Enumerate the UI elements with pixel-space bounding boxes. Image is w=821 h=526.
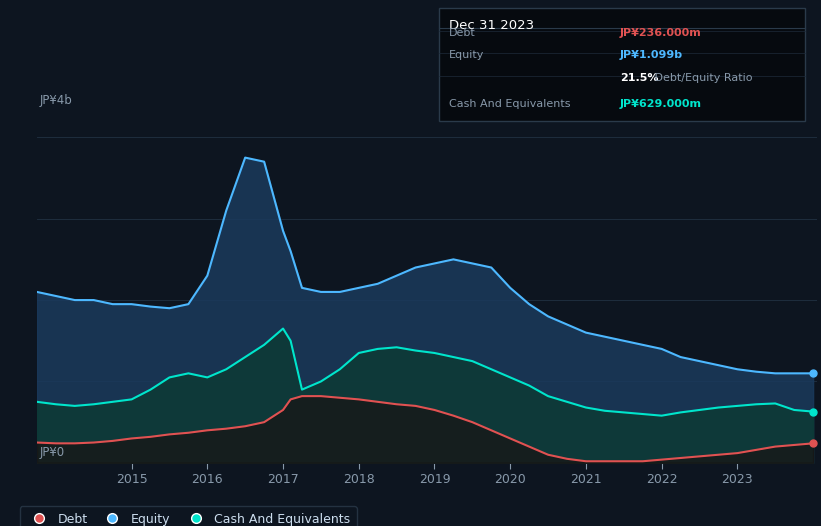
- Text: JP¥4b: JP¥4b: [39, 94, 72, 107]
- Legend: Debt, Equity, Cash And Equivalents: Debt, Equity, Cash And Equivalents: [20, 507, 357, 526]
- Text: Debt/Equity Ratio: Debt/Equity Ratio: [651, 73, 753, 83]
- Text: JP¥236.000m: JP¥236.000m: [620, 28, 702, 38]
- Text: Dec 31 2023: Dec 31 2023: [449, 19, 534, 33]
- Text: JP¥629.000m: JP¥629.000m: [620, 99, 702, 109]
- Text: Equity: Equity: [449, 50, 484, 60]
- Text: JP¥1.099b: JP¥1.099b: [620, 50, 683, 60]
- Text: Debt: Debt: [449, 28, 476, 38]
- Text: JP¥0: JP¥0: [39, 447, 64, 460]
- Text: Cash And Equivalents: Cash And Equivalents: [449, 99, 571, 109]
- Text: 21.5%: 21.5%: [620, 73, 658, 83]
